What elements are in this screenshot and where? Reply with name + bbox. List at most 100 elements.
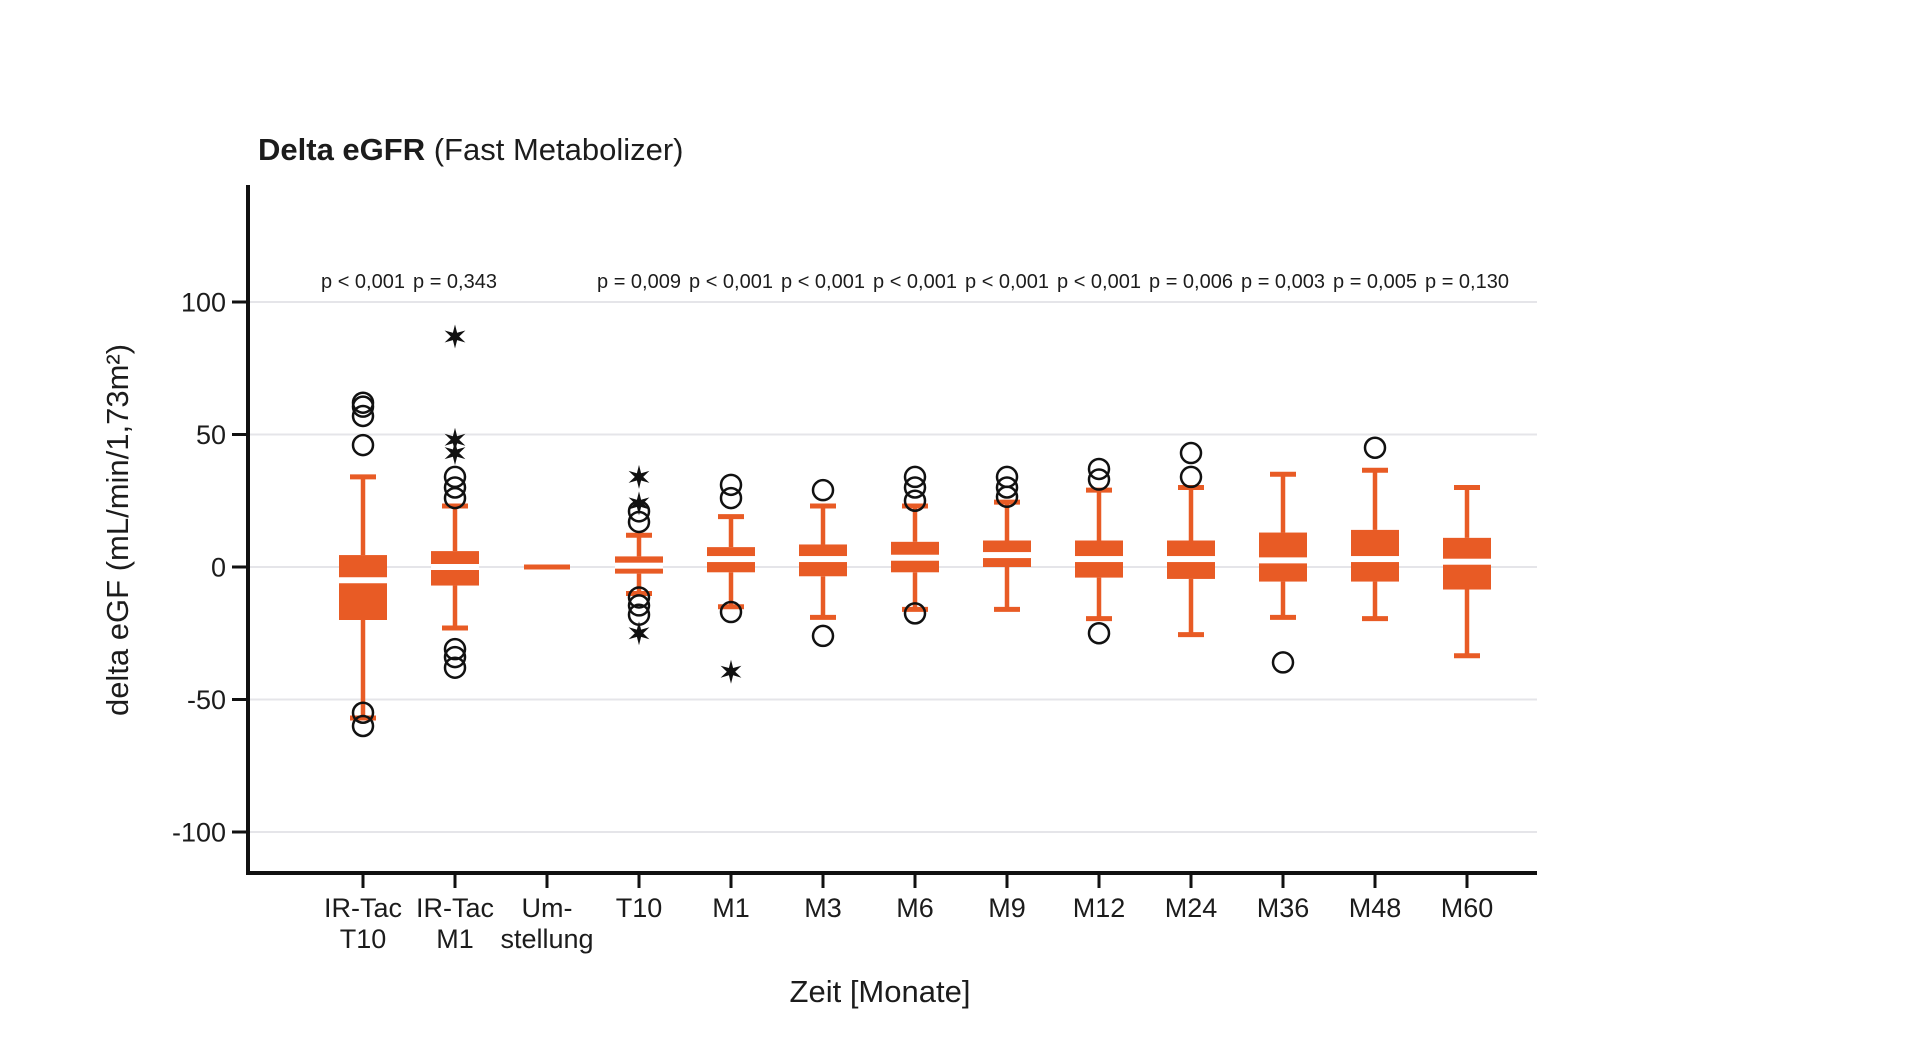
axes <box>232 185 1537 888</box>
x-tick-label: M48 <box>1349 893 1402 923</box>
boxplot-series <box>339 324 1491 738</box>
x-tick-label: M6 <box>896 893 934 923</box>
y-tick-label: -100 <box>172 818 226 848</box>
median-line <box>891 554 939 561</box>
x-tick-label: T10 <box>340 924 387 954</box>
outlier-circle <box>903 602 927 625</box>
p-value-label: p < 0,001 <box>321 271 405 293</box>
box-m48 <box>1351 436 1399 622</box>
box-m3 <box>799 478 847 648</box>
p-value-label: p < 0,001 <box>781 271 865 293</box>
y-tick-label: 0 <box>211 553 226 583</box>
box-t10 <box>615 464 663 646</box>
y-axis-title: delta eGF (mL/min/1,73m²) <box>100 344 135 716</box>
p-value-label: p = 0,005 <box>1333 271 1417 293</box>
outlier-circle <box>719 486 743 510</box>
chart-title: Delta eGFR (Fast Metabolizer) <box>258 132 684 167</box>
outlier-circle <box>443 645 467 669</box>
outlier-circle <box>443 486 467 510</box>
outlier-circle <box>719 600 743 624</box>
outlier-circle <box>351 701 375 724</box>
median-line <box>1259 557 1307 564</box>
x-tick-label: M60 <box>1441 893 1494 923</box>
median-line <box>1075 556 1123 563</box>
p-value-row: p < 0,001 p = 0,343 p = 0,009 p < 0,001 p < … <box>321 271 1509 293</box>
outlier-circle <box>443 656 467 679</box>
box-m12 <box>1075 457 1123 645</box>
x-tick-label: Um- <box>522 893 573 923</box>
x-tick-label: M1 <box>712 893 750 923</box>
median-line <box>707 556 755 563</box>
iqr-box <box>1259 532 1307 582</box>
p-value-label: p = 0,009 <box>597 271 681 293</box>
median-line <box>1351 556 1399 563</box>
y-tick-label: -50 <box>187 685 226 715</box>
x-tick-label: M9 <box>988 893 1026 923</box>
outlier-circle <box>995 476 1019 499</box>
median-line <box>1167 556 1215 563</box>
x-tick-label: M1 <box>436 924 474 954</box>
iqr-box <box>339 555 387 620</box>
outlier-circle <box>443 476 467 499</box>
outlier-circle <box>719 473 743 497</box>
tick-labels: 100500-50-100IR-TacT10IR-TacM1Um-stellun… <box>172 288 1493 955</box>
extreme-outlier-star <box>444 324 466 349</box>
outlier-circle <box>1179 441 1203 465</box>
x-tick-label: M24 <box>1165 893 1218 923</box>
outlier-circle <box>811 624 835 648</box>
box-ir-tac-m1 <box>431 324 479 679</box>
box-m1 <box>707 473 755 684</box>
outlier-circle <box>1087 622 1111 645</box>
x-tick-label: T10 <box>616 893 663 923</box>
p-value-label: p < 0,001 <box>873 271 957 293</box>
outlier-circle <box>351 714 375 738</box>
box-m24 <box>1167 441 1215 638</box>
box-m9 <box>983 465 1031 612</box>
chart-title-main: Delta eGFR <box>258 132 425 167</box>
median-line <box>615 562 663 569</box>
p-value-label: p = 0,130 <box>1425 271 1509 293</box>
box-m6 <box>891 465 939 625</box>
outlier-circle <box>1087 468 1111 491</box>
outlier-circle <box>995 485 1019 509</box>
median-line <box>799 556 847 563</box>
outlier-circle <box>627 594 651 617</box>
box-m36 <box>1259 471 1307 674</box>
x-tick-label: IR-Tac <box>324 893 402 923</box>
median-line <box>983 552 1031 559</box>
outlier-circle <box>1179 465 1203 489</box>
outlier-circle <box>443 637 467 661</box>
outlier-circle <box>1087 457 1111 481</box>
p-value-label: p = 0,343 <box>413 271 497 293</box>
extreme-outlier-star <box>628 491 650 516</box>
box-um-stellung <box>524 564 570 570</box>
x-tick-label: M3 <box>804 893 842 923</box>
extreme-outlier-star <box>720 659 742 684</box>
box-ir-tac-t10 <box>339 391 387 738</box>
median-line <box>339 577 387 584</box>
extreme-outlier-star <box>444 441 466 466</box>
median-line <box>431 564 479 570</box>
extreme-outlier-star <box>628 621 650 646</box>
outlier-circle <box>811 478 835 502</box>
box-m60 <box>1443 485 1491 659</box>
x-tick-label: M36 <box>1257 893 1310 923</box>
p-value-label: p < 0,001 <box>1057 271 1141 293</box>
iqr-box <box>1351 529 1399 582</box>
y-tick-label: 50 <box>196 420 226 450</box>
p-value-label: p < 0,001 <box>965 271 1049 293</box>
x-tick-label: stellung <box>500 924 593 954</box>
outlier-circle <box>1363 436 1387 459</box>
extreme-outlier-star <box>628 464 650 489</box>
outlier-circle <box>351 395 375 418</box>
outlier-circle <box>903 489 927 512</box>
x-tick-label: M12 <box>1073 893 1126 923</box>
p-value-label: p = 0,006 <box>1149 271 1233 293</box>
x-axis-title: Zeit [Monate] <box>790 974 971 1009</box>
flat-median-line <box>524 564 570 570</box>
x-tick-label: IR-Tac <box>416 893 494 923</box>
p-value-label: p = 0,003 <box>1241 271 1325 293</box>
outlier-circle <box>903 465 927 489</box>
